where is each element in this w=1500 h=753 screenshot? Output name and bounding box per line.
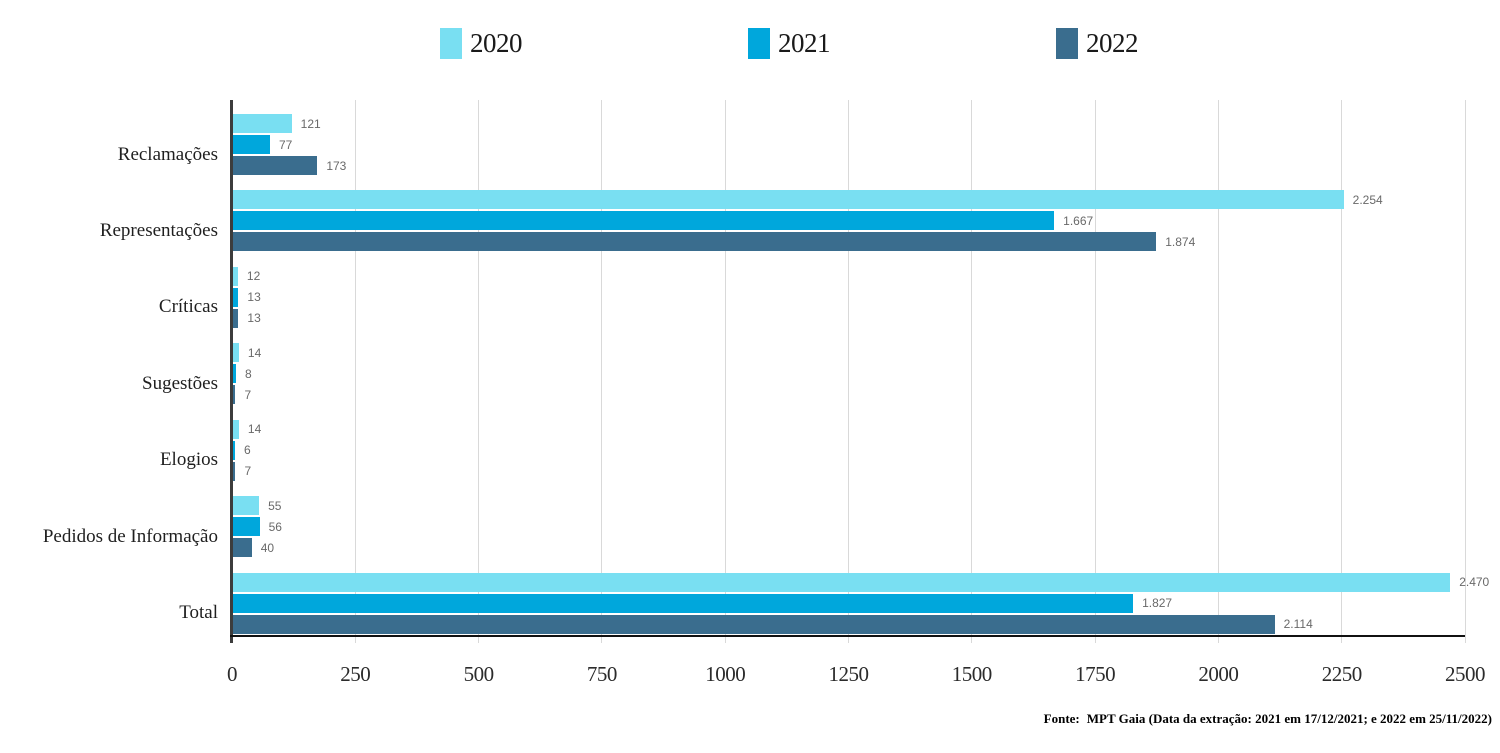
legend-swatch-2020 xyxy=(440,28,462,59)
y-axis-line xyxy=(230,100,233,643)
x-tick-label-750: 750 xyxy=(586,662,618,686)
gridline-1250 xyxy=(848,100,849,643)
legend-swatch-2022 xyxy=(1056,28,1078,59)
legend-item-2020: 2020 xyxy=(440,28,523,59)
category-labels: Reclamações Representações Críticas Sugestõ… xyxy=(0,100,218,635)
bar-2020 xyxy=(232,266,238,286)
bar-2021 xyxy=(232,364,236,384)
bar-value-label: 8 xyxy=(244,366,252,381)
bar-value-label: 121 xyxy=(300,116,321,131)
bar-value-label: 1.667 xyxy=(1063,213,1094,228)
bar-value-label: 1.874 xyxy=(1165,234,1196,249)
bar-2022 xyxy=(232,385,236,405)
bar-value-label: 14 xyxy=(247,345,262,360)
gridline-2250 xyxy=(1341,100,1343,643)
x-tick-label-0: 0 xyxy=(227,662,238,686)
category-label: Pedidos de Informação xyxy=(42,525,218,547)
bar-value-label: 173 xyxy=(326,158,347,173)
bar-2022 xyxy=(232,461,236,481)
bar-value-label: 12 xyxy=(246,269,261,284)
legend-label: 2022 xyxy=(1086,28,1139,58)
bar-2021 xyxy=(232,211,1055,231)
bar-value-label: 2.114 xyxy=(1283,617,1313,632)
legend-item-2022: 2022 xyxy=(1056,28,1139,59)
legend-label: 2021 xyxy=(778,28,831,58)
category-label: Reclamações xyxy=(117,143,218,165)
legend: 2020 2021 2022 xyxy=(0,0,1500,80)
bar-2022 xyxy=(232,538,252,558)
bar-2021 xyxy=(232,135,270,154)
category-label: Sugestões xyxy=(142,372,218,394)
x-tick-label-2500: 2500 xyxy=(1445,662,1486,686)
gridline-500 xyxy=(478,100,480,643)
bar-value-label: 77 xyxy=(278,137,293,152)
bar-value-label: 56 xyxy=(268,519,282,534)
bar-2020 xyxy=(232,114,292,133)
bar-2022 xyxy=(232,614,1275,634)
gridline-1500 xyxy=(971,100,973,643)
bar-2021 xyxy=(232,517,260,537)
bar-value-label: 55 xyxy=(268,498,282,513)
bar-value-label: 7 xyxy=(244,464,252,479)
x-tick-label-2250: 2250 xyxy=(1321,662,1363,686)
source-prefix-label: Fonte: xyxy=(1043,711,1080,726)
bar-2022 xyxy=(232,232,1157,252)
bar-value-label: 13 xyxy=(247,290,261,305)
bar-value-label: 1.827 xyxy=(1142,596,1173,611)
bar-value-label: 40 xyxy=(260,540,275,555)
x-tick-label-1250: 1250 xyxy=(828,662,870,686)
category-label: Total xyxy=(179,602,218,624)
bar-2021 xyxy=(232,593,1134,613)
gridline-750 xyxy=(601,100,603,643)
bar-value-label: 14 xyxy=(247,422,262,437)
category-label: Elogios xyxy=(159,449,218,471)
bar-2020 xyxy=(232,572,1451,592)
bar-2022 xyxy=(232,308,239,328)
legend-swatch-2021 xyxy=(748,28,770,59)
gridline-2500 xyxy=(1464,100,1466,643)
bar-2021 xyxy=(232,440,235,460)
x-axis-line xyxy=(230,635,1465,637)
bar-2020 xyxy=(232,190,1344,210)
x-tick-label-500: 500 xyxy=(463,662,495,686)
source-note: Fonte: MPT Gaia (Data da extração: 2021 e… xyxy=(92,711,1492,727)
x-axis-tick-labels: 0 250 500 750 1000 1250 1500 1750 2000 2250 2500 xyxy=(0,662,1500,692)
bar-2020 xyxy=(232,343,239,363)
bar-2020 xyxy=(232,496,260,516)
x-tick-label-1000: 1000 xyxy=(705,662,746,686)
bar-value-label: 6 xyxy=(243,443,251,458)
bar-value-label: 2.254 xyxy=(1352,192,1383,207)
category-label: Críticas xyxy=(158,296,218,318)
bar-2021 xyxy=(232,287,239,307)
gridline-2000 xyxy=(1217,100,1219,643)
bar-2020 xyxy=(232,419,239,439)
legend-item-2021: 2021 xyxy=(748,28,831,59)
x-tick-label-2000: 2000 xyxy=(1198,662,1239,686)
gridline-1750 xyxy=(1094,100,1096,643)
gridline-1000 xyxy=(724,100,726,643)
bar-value-label: 13 xyxy=(247,311,261,326)
x-tick-label-1750: 1750 xyxy=(1075,662,1116,686)
legend-label: 2020 xyxy=(470,28,523,58)
x-tick-label-1500: 1500 xyxy=(951,662,993,686)
plot-area: 121 77 173 2.254 1.667 1.874 12 13 13 14 8 7 14 6 7 55 5… xyxy=(230,100,1489,645)
bar-value-label: 7 xyxy=(244,387,252,402)
gridline-250 xyxy=(354,100,356,643)
source-text: MPT Gaia (Data da extração: 2021 em 17/1… xyxy=(1086,711,1492,726)
category-label: Representações xyxy=(99,219,218,241)
bar-2022 xyxy=(232,156,318,175)
x-tick-label-250: 250 xyxy=(340,662,371,686)
bar-value-label: 2.470 xyxy=(1459,575,1490,590)
